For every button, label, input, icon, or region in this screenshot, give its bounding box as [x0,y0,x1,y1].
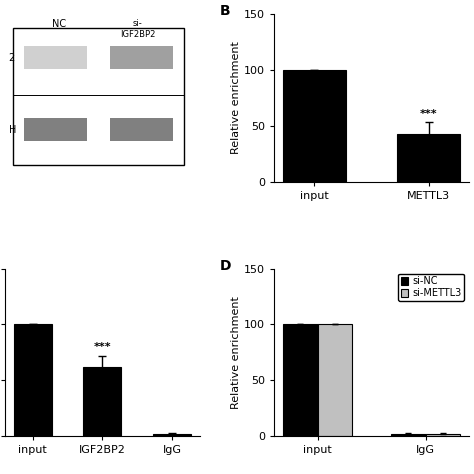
Text: si-
IGF2BP2: si- IGF2BP2 [120,19,155,39]
Bar [318,325,352,436]
FancyBboxPatch shape [12,27,184,165]
Y-axis label: Relative enrichment: Relative enrichment [231,296,241,409]
Text: NC: NC [52,19,66,29]
Legend: si-NC, si-METTL3: si-NC, si-METTL3 [398,273,465,301]
FancyBboxPatch shape [24,46,87,70]
Bar [426,434,460,436]
Text: D: D [219,259,231,273]
Text: 2: 2 [9,53,15,63]
Bar [391,434,426,436]
FancyBboxPatch shape [110,46,173,70]
Bar [14,325,52,436]
Bar [283,325,318,436]
Text: B: B [219,4,230,18]
Y-axis label: Relative enrichment: Relative enrichment [231,42,241,155]
Bar [153,434,191,436]
FancyBboxPatch shape [24,118,87,141]
Text: ***: *** [93,342,111,352]
Text: H: H [9,125,16,135]
Bar [83,367,121,436]
Text: ***: *** [420,109,438,119]
Bar [283,70,346,182]
Bar [397,134,460,182]
FancyBboxPatch shape [110,118,173,141]
